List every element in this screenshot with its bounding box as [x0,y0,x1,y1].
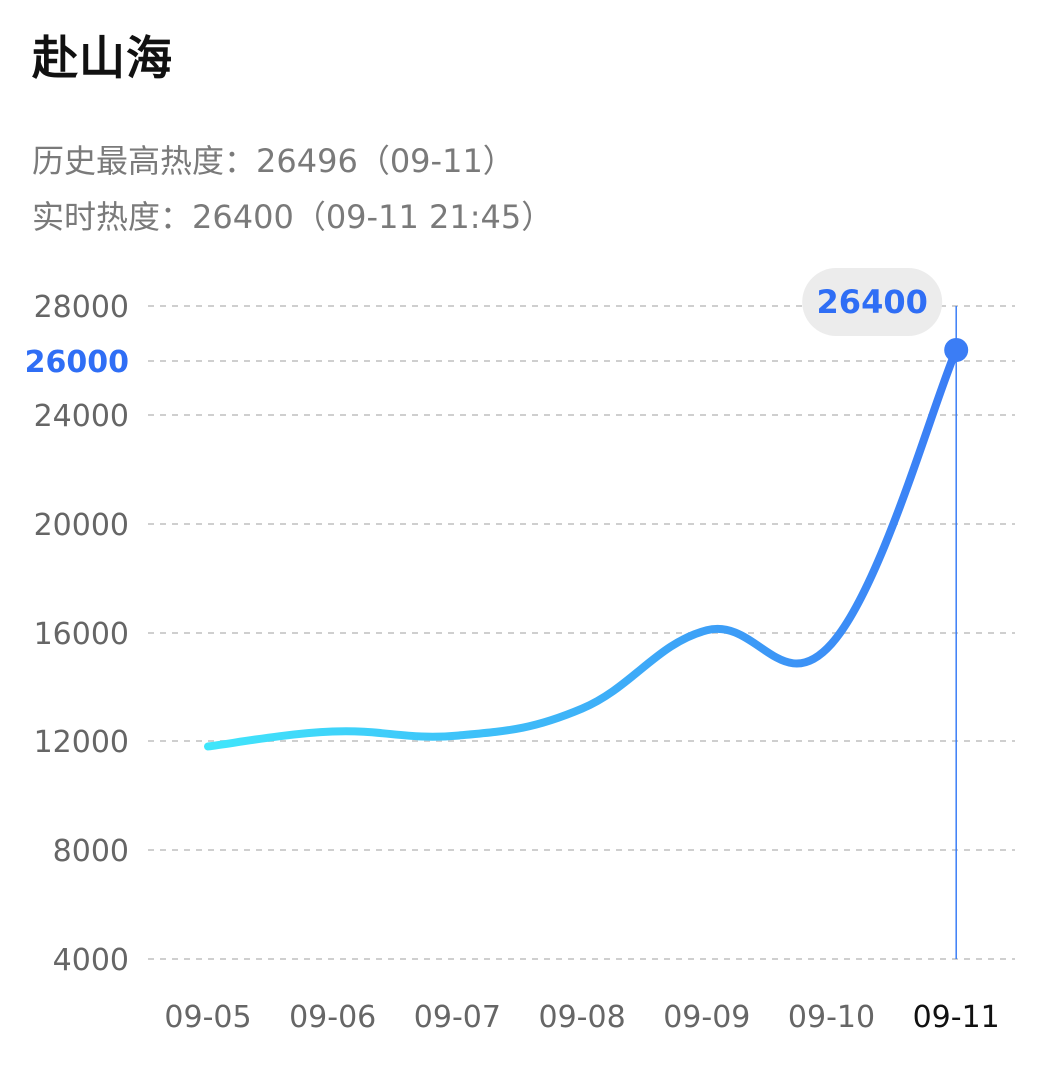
x-tick-label-09-05[interactable]: 09-05 [164,1000,251,1035]
y-tick-label-26000: 26000 [25,345,129,380]
y-tick-label-12000: 12000 [34,725,129,760]
x-tick-label-09-09[interactable]: 09-09 [663,1000,750,1035]
history-peak-date: （09-11） [357,142,515,180]
y-tick-label-16000: 16000 [34,617,129,652]
y-tick-label-8000: 8000 [53,834,129,869]
active-point-marker[interactable] [944,338,969,362]
x-tick-label-09-08[interactable]: 09-08 [539,1000,626,1035]
x-tick-label-09-07[interactable]: 09-07 [414,1000,501,1035]
tooltip-background [802,268,943,336]
history-peak-line: 历史最高热度：26496（09-11） [32,136,515,182]
history-peak-label: 历史最高热度： [32,142,257,180]
history-peak-value: 26496 [256,142,358,180]
realtime-label: 实时热度： [32,198,193,236]
realtime-value: 26400 [192,198,294,236]
x-tick-label-09-06[interactable]: 09-06 [289,1000,376,1035]
y-tick-label-4000: 4000 [53,943,129,978]
x-tick-label-09-10[interactable]: 09-10 [788,1000,875,1035]
y-axis-ticks: 4000 8000 12000 16000 20000 24000 26000 28000 [25,290,129,978]
y-tick-label-24000: 24000 [34,399,129,434]
realtime-time: （09-11 21:45） [293,198,554,236]
grid-lines [148,305,1015,960]
x-tick-label-09-11[interactable]: 09-11 [913,1000,1000,1035]
value-tooltip: 26400 [802,268,943,336]
series-line [204,346,961,751]
realtime-line: 实时热度：26400（09-11 21:45） [32,192,553,238]
page-title: 赴山海 [32,31,173,85]
y-tick-label-20000: 20000 [34,508,129,543]
x-axis-ticks: 09-05 09-06 09-07 09-08 09-09 09-10 09-11 [164,1000,999,1035]
tooltip-value: 26400 [817,283,928,321]
y-tick-label-28000: 28000 [34,290,129,325]
